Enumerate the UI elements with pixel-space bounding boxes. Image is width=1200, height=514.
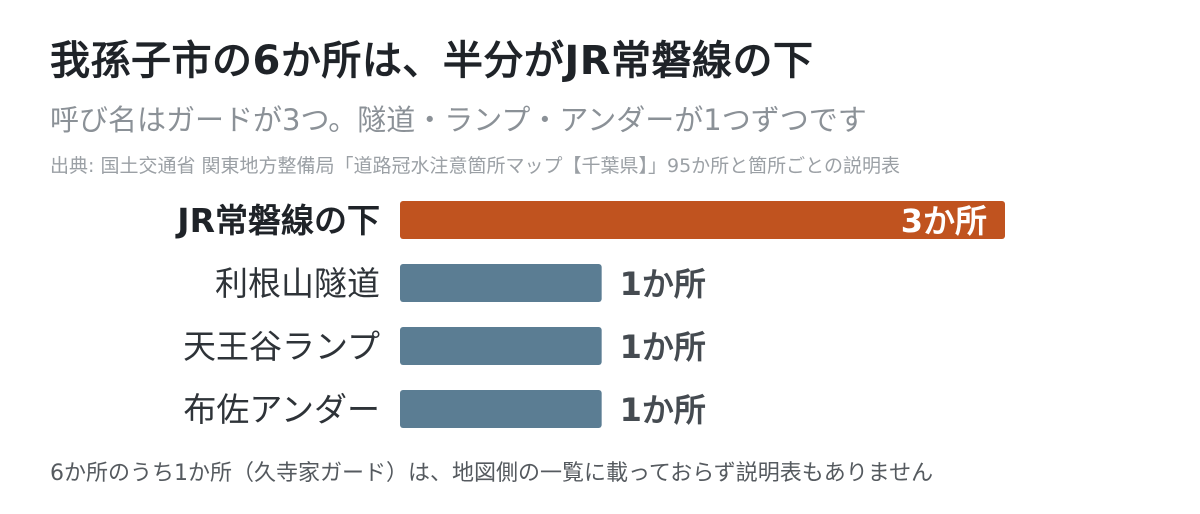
chart-subtitle: 呼び名はガードが3つ。隧道・ランプ・アンダーが1つずつです	[50, 103, 867, 137]
bar	[400, 264, 602, 302]
value-label: 3か所	[901, 202, 987, 240]
bar	[400, 201, 1005, 239]
source-note: 出典: 国土交通省 関東地方整備局「道路冠水注意箇所マップ【千葉県】」95か所と…	[50, 155, 900, 177]
value-label: 1か所	[620, 391, 706, 429]
bar	[400, 327, 602, 365]
chart-title: 我孫子市の6か所は、半分がJR常磐線の下	[50, 38, 814, 84]
bar	[400, 390, 602, 428]
footnote: 6か所のうち1か所（久寺家ガード）は、地図側の一覧に載っておらず説明表もありませ…	[50, 461, 934, 486]
value-label: 1か所	[620, 265, 706, 303]
category-label: JR常磐線の下	[175, 201, 380, 240]
category-label: 天王谷ランプ	[183, 327, 380, 366]
category-label: 布佐アンダー	[183, 390, 380, 429]
category-label: 利根山隧道	[215, 264, 380, 303]
value-label: 1か所	[620, 328, 706, 366]
